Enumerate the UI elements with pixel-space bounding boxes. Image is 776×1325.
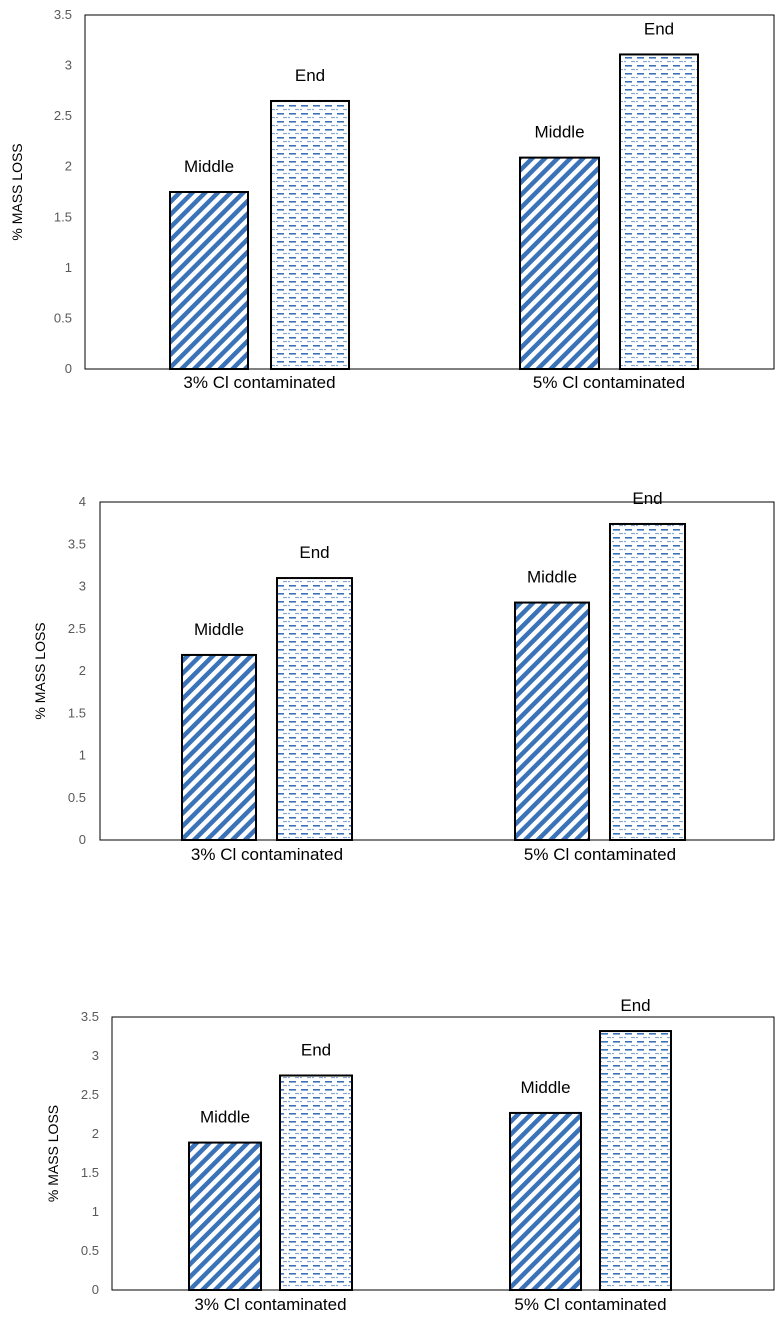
plot-area <box>99 501 775 841</box>
y-tick-label: 1 <box>92 1204 99 1219</box>
plot-area <box>84 14 775 370</box>
data-label-middle: Middle <box>200 1108 250 1127</box>
y-axis-label: % MASS LOSS <box>45 1105 61 1202</box>
y-tick-label: 1.5 <box>81 1165 99 1180</box>
bar-middle <box>188 1141 262 1291</box>
x-category-label: 3% Cl contaminated <box>191 845 343 864</box>
bar-end <box>599 1030 672 1292</box>
y-tick-label: 0.5 <box>68 790 86 805</box>
y-axis-label: % MASS LOSS <box>9 143 25 240</box>
data-label-middle: Middle <box>527 568 577 587</box>
bar-end <box>619 53 699 371</box>
x-category-label: 3% Cl contaminated <box>183 373 335 392</box>
data-label-middle: Middle <box>194 620 244 639</box>
data-label-end: End <box>644 19 674 38</box>
bar-middle <box>181 653 257 841</box>
y-tick-label: 3 <box>79 579 86 594</box>
y-tick-label: 2.5 <box>54 108 72 123</box>
x-category-label: 3% Cl contaminated <box>194 1295 346 1314</box>
data-label-end: End <box>620 996 650 1015</box>
y-tick-label: 1 <box>79 748 86 763</box>
y-tick-label: 2 <box>79 663 86 678</box>
y-tick-label: 0 <box>92 1282 99 1297</box>
y-tick-label: 0 <box>79 832 86 847</box>
y-tick-label: 1.5 <box>68 705 86 720</box>
chart-panel-2: 0 0.5 1 1.5 2 2.5 3 3.5 4 % MASS LOSS Middle End 3% … <box>32 489 775 864</box>
x-category-label: 5% Cl contaminated <box>524 845 676 864</box>
plot-area <box>111 1016 775 1291</box>
y-tick-label: 2.5 <box>81 1087 99 1102</box>
y-tick-label: 3 <box>92 1048 99 1063</box>
y-tick-label: 1.5 <box>54 209 72 224</box>
y-tick-label: 2 <box>92 1126 99 1141</box>
bar-middle <box>169 191 249 370</box>
bar-middle <box>509 1111 582 1291</box>
y-tick-label: 0.5 <box>54 310 72 325</box>
chart-panel-1: 0 0.5 1 1.5 2 2.5 3 3.5 % MASS LOSS Middle End 3% C… <box>9 7 775 392</box>
bar-middle <box>519 156 600 370</box>
y-tick-label: 4 <box>79 494 86 509</box>
y-tick-label: 3.5 <box>68 536 86 551</box>
data-label-end: End <box>632 489 662 508</box>
bar-end <box>276 577 353 841</box>
data-label-end: End <box>299 543 329 562</box>
chart-panel-3: 0 0.5 1 1.5 2 2.5 3 3.5 % MASS LOSS Middle End 3% C… <box>45 996 775 1314</box>
x-category-label: 5% Cl contaminated <box>514 1295 666 1314</box>
y-axis-label: % MASS LOSS <box>32 622 48 719</box>
data-label-middle: Middle <box>520 1078 570 1097</box>
y-tick-label: 2.5 <box>68 621 86 636</box>
y-tick-label: 1 <box>65 260 72 275</box>
bar-end <box>270 99 350 370</box>
data-label-end: End <box>301 1041 331 1060</box>
y-tick-label: 0.5 <box>81 1243 99 1258</box>
y-tick-label: 3 <box>65 58 72 73</box>
x-category-label: 5% Cl contaminated <box>533 373 685 392</box>
bar-end <box>279 1074 353 1291</box>
y-tick-label: 3.5 <box>81 1009 99 1024</box>
bar-middle <box>514 601 590 841</box>
data-label-end: End <box>295 66 325 85</box>
y-tick-label: 3.5 <box>54 7 72 22</box>
data-label-middle: Middle <box>534 123 584 142</box>
y-tick-label: 0 <box>65 361 72 376</box>
data-label-middle: Middle <box>184 157 234 176</box>
y-tick-label: 2 <box>65 159 72 174</box>
bar-end <box>609 522 686 841</box>
